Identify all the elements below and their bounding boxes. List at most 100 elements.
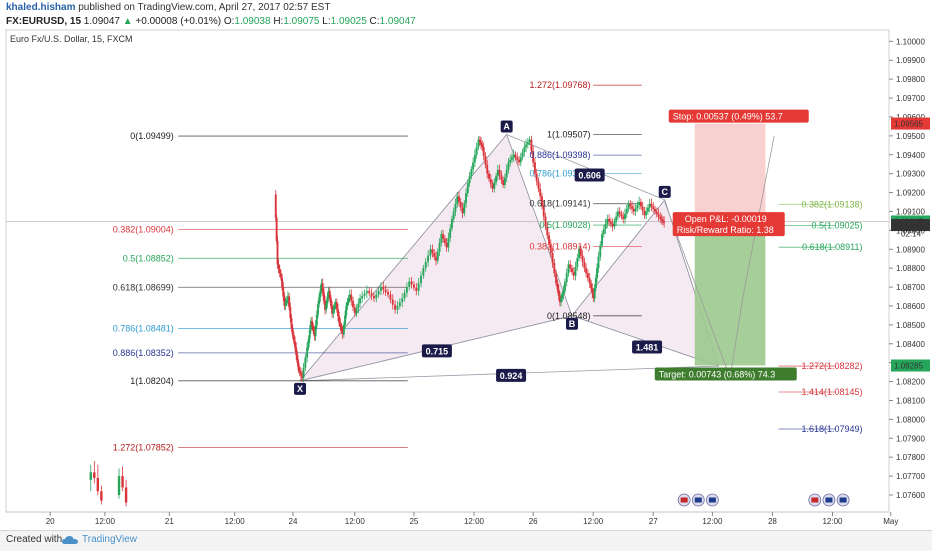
candle-body: [100, 491, 103, 501]
author-link[interactable]: khaled.hisham: [6, 2, 76, 13]
candle-body: [368, 290, 371, 294]
candle-body: [320, 283, 323, 291]
candle-body: [663, 221, 666, 223]
candle-body: [281, 277, 284, 288]
candle-body: [299, 372, 302, 376]
candle-body: [509, 159, 512, 163]
y-tick-label: 1.09900: [896, 56, 925, 65]
x-tick-label: 12:00: [464, 517, 485, 526]
candle-body: [341, 330, 344, 335]
candle-body: [410, 281, 413, 285]
candle-body: [363, 293, 366, 296]
candle-body: [503, 177, 506, 185]
pattern-ratio-label: 0.606: [578, 171, 601, 181]
pattern-ratio-label: 0.924: [500, 371, 523, 381]
low-value: 1.09025: [330, 16, 367, 27]
candle-body: [427, 255, 430, 262]
fib-level-label: 0.5(1.09025): [811, 221, 862, 231]
candle-body: [591, 288, 594, 294]
candle-body: [542, 206, 545, 217]
fib-level-label: 0.786(1.08481): [113, 323, 174, 333]
candle-body: [365, 290, 368, 294]
candle-body: [558, 295, 561, 303]
candle-body: [342, 324, 345, 335]
candle-body: [389, 294, 392, 300]
candle-body: [465, 193, 467, 204]
published-text: published on TradingView.com, April 27, …: [78, 2, 331, 13]
candle-body: [502, 179, 505, 185]
candle-body: [443, 238, 446, 243]
candle-body: [597, 256, 600, 269]
candle-body: [324, 300, 327, 310]
candle-body: [435, 256, 437, 261]
fib-level-label: 0.5(1.09028): [539, 220, 590, 230]
candle-body: [298, 370, 301, 373]
y-tick-label: 1.08500: [896, 321, 925, 330]
y-tick-label: 1.08800: [896, 264, 925, 273]
candle-body: [339, 322, 342, 327]
candle-body: [314, 325, 317, 337]
candle-body: [563, 282, 566, 291]
x-tick-label: 26: [529, 517, 538, 526]
candle-body: [473, 154, 476, 163]
candle-body: [287, 296, 289, 300]
y-tick-label: 1.07600: [896, 491, 925, 500]
y-tick-label: 1.08000: [896, 415, 925, 424]
y-tick-label: 1.09400: [896, 151, 925, 160]
candle-body: [523, 147, 526, 153]
fib-level-label: 1.414(1.08145): [801, 387, 862, 397]
y-tick-label: 1.08700: [896, 283, 925, 292]
candle-body: [574, 266, 577, 276]
x-tick-label: 12:00: [822, 517, 843, 526]
candle-body: [370, 293, 373, 296]
x-tick-label: 24: [289, 517, 298, 526]
candle-body: [549, 244, 552, 254]
candle-body: [433, 253, 436, 257]
candle-body: [544, 216, 547, 227]
y-tick-label: 1.09600: [896, 113, 925, 122]
candle-body: [627, 203, 630, 209]
candle-body: [353, 307, 356, 314]
candle-body: [461, 207, 464, 214]
pattern-point-box: [500, 120, 513, 133]
y-tick-label: 1.09100: [896, 207, 925, 216]
open-value: 1.09038: [234, 16, 271, 27]
candle-body: [477, 139, 480, 148]
y-tick-label: 1.09700: [896, 94, 925, 103]
candle-body: [306, 347, 309, 358]
candle-body: [442, 234, 445, 239]
candle-body: [511, 157, 513, 160]
created-with-text: Created with: [6, 534, 63, 545]
candle-body: [466, 183, 469, 194]
fib-level-label: 1.272(1.08282): [801, 361, 862, 371]
fib-level-label: 1.272(1.07852): [113, 442, 174, 452]
fib-level-label: 0.886(1.08352): [113, 348, 174, 358]
event-flag-icon: [839, 497, 847, 503]
candle-body: [348, 294, 351, 299]
candle-body: [291, 328, 294, 335]
candle-body: [606, 219, 609, 225]
fib-level-label: 0(1.08548): [547, 311, 591, 321]
candle-body: [662, 220, 664, 222]
fib-level-label: 0.886(1.09398): [529, 150, 590, 160]
candle-body: [345, 305, 348, 316]
labels-layer: 0(1.09499) 0.382(1.09004) 0.5(1.08852) 0.61…: [113, 80, 863, 507]
tradingview-brand[interactable]: TradingView: [82, 534, 138, 545]
candle-body: [463, 203, 466, 214]
candle-body: [424, 261, 427, 269]
chart-canvas[interactable]: 0(1.09499) 0.382(1.09004) 0.5(1.08852) 0.61…: [0, 0, 932, 530]
candle-body: [456, 196, 459, 204]
candle-body: [592, 293, 595, 299]
price-tag-label: 1.09028: [894, 221, 923, 230]
candle-body: [625, 208, 628, 214]
candle-body: [565, 273, 568, 283]
y-tick-label: 1.08100: [896, 396, 925, 405]
candle-body: [526, 142, 529, 145]
candle-body: [415, 287, 418, 291]
event-flag-icon: [811, 497, 819, 503]
candle-body: [660, 219, 663, 221]
candle-body: [359, 298, 362, 304]
pattern-ratio-box: [421, 344, 452, 358]
candle-body: [609, 221, 612, 225]
candle-body: [326, 297, 329, 304]
